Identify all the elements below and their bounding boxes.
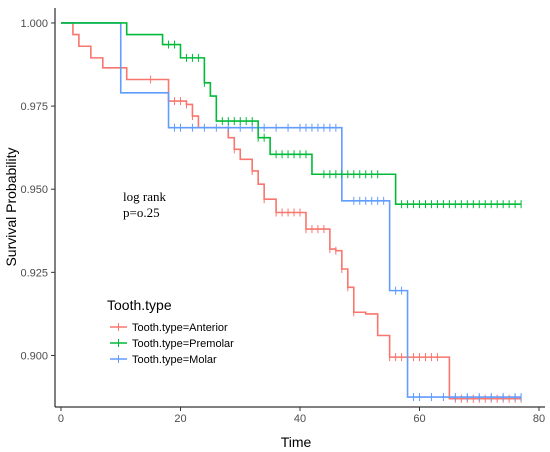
y-tick-label: 1.000 <box>20 18 48 30</box>
x-axis-title: Time <box>281 434 312 450</box>
x-axis-ticks: 0 20 40 60 80 <box>58 407 545 425</box>
annotation-line-1: log rank <box>123 189 166 204</box>
y-tick-label: 0.925 <box>20 267 48 279</box>
annotation-line-2: p=o.25 <box>123 205 160 220</box>
legend: Tooth.type Tooth.type=AnteriorTooth.type… <box>107 297 234 366</box>
series-premolar <box>60 22 522 209</box>
y-tick-label: 0.975 <box>20 101 48 113</box>
legend-label: Tooth.type=Premolar <box>132 338 234 350</box>
survival-curve-anterior <box>60 22 522 400</box>
series-layer <box>60 22 522 403</box>
survival-curve-premolar <box>60 22 522 205</box>
x-tick-label: 20 <box>174 413 186 425</box>
legend-entry-anterior: Tooth.type=Anterior <box>110 322 228 334</box>
legend-label: Tooth.type=Anterior <box>132 322 228 334</box>
y-axis-title: Survival Probability <box>3 147 19 266</box>
legend-label: Tooth.type=Molar <box>132 354 217 366</box>
legend-title: Tooth.type <box>107 297 172 313</box>
x-tick-label: 0 <box>58 413 64 425</box>
legend-entry-premolar: Tooth.type=Premolar <box>110 338 234 350</box>
x-tick-label: 80 <box>533 413 545 425</box>
legend-entry-molar: Tooth.type=Molar <box>110 354 217 366</box>
y-tick-label: 0.950 <box>20 184 48 196</box>
log-rank-annotation: log rank p=o.25 <box>123 189 166 220</box>
y-axis-ticks: 0.900 0.925 0.950 0.975 1.000 <box>20 18 55 362</box>
plot-panel: 0 20 40 60 80 0.900 0.925 0.950 0.975 1.000 <box>20 8 545 425</box>
legend-entries: Tooth.type=Anterior Tooth.type=Premolar To… <box>110 322 234 366</box>
x-tick-label: 60 <box>413 413 425 425</box>
y-tick-label: 0.900 <box>20 350 48 362</box>
x-tick-label: 40 <box>294 413 306 425</box>
